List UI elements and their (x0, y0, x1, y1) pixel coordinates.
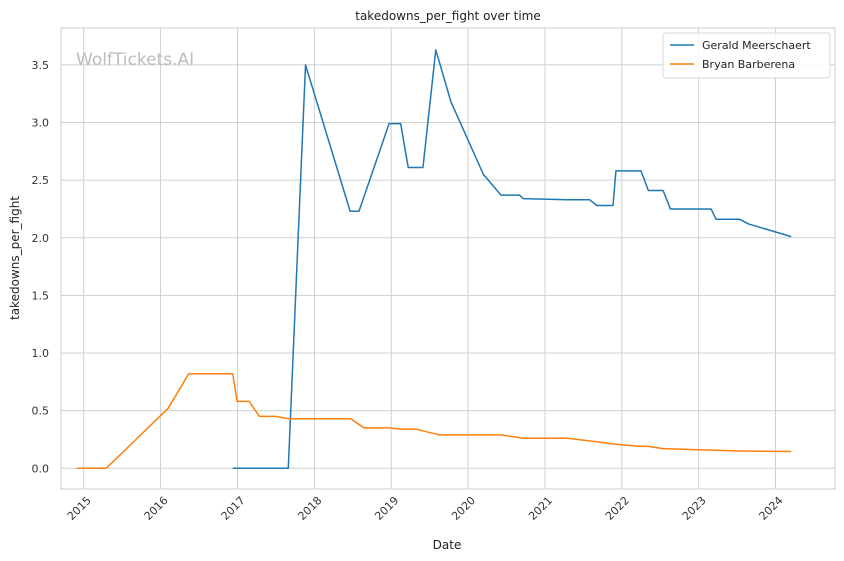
series-line-gerald-meerschaert (232, 49, 792, 469)
plot-frame (60, 27, 836, 490)
legend: Gerald Meerschaert Bryan Barberena (662, 32, 831, 79)
chart-title: takedowns_per_fight over time (355, 9, 541, 23)
y-tick-label: 2.0 (32, 232, 50, 245)
y-axis-title: takedowns_per_fight (8, 196, 22, 320)
watermark: WolfTickets.AI (76, 50, 194, 70)
legend-label-gerald-meerschaert: Gerald Meerschaert (702, 39, 811, 52)
series-layer (76, 49, 792, 469)
y-tick-label: 0.0 (32, 462, 50, 475)
y-tick-label: 3.0 (32, 117, 50, 130)
series-line-bryan-barberena (76, 373, 792, 469)
y-tick-label: 3.5 (32, 59, 50, 72)
y-tick-label: 1.0 (32, 347, 50, 360)
y-tick-label: 1.5 (32, 289, 50, 302)
y-tick-label: 2.5 (32, 174, 50, 187)
legend-label-bryan-barberena: Bryan Barberena (702, 58, 795, 71)
x-axis-title: Date (433, 538, 462, 552)
legend-box (662, 32, 831, 79)
grid (61, 28, 835, 489)
y-tick-label: 0.5 (32, 405, 50, 418)
